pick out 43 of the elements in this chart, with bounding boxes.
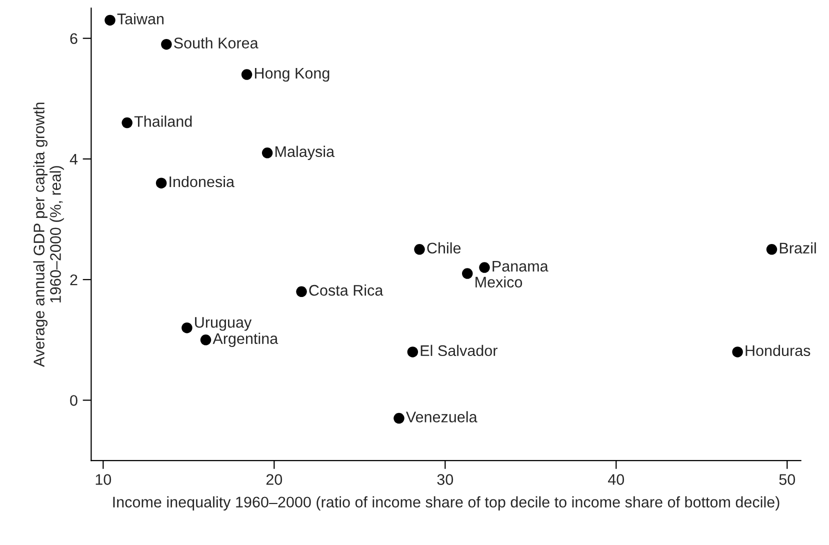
- point: [241, 69, 252, 80]
- annotation: South Korea: [174, 37, 258, 48]
- x-tick-label: 30: [437, 474, 454, 485]
- annotation: Argentina: [212, 332, 278, 348]
- point: [394, 412, 404, 424]
- point: [161, 38, 172, 50]
- annotation: Thailand: [134, 116, 192, 127]
- x-tick-label: 50: [779, 474, 796, 485]
- point: [262, 148, 273, 158]
- x-tick-label: 40: [608, 474, 624, 485]
- annotation: El Salvador: [420, 344, 498, 356]
- x-tick-label: 10: [96, 474, 112, 485]
- point: [104, 14, 116, 26]
- annotation: Brazil: [780, 242, 816, 254]
- annotation: Panama: [492, 260, 548, 272]
- point: [200, 334, 212, 346]
- annotation: Uruguay: [195, 317, 252, 331]
- annotation: Mexico: [476, 276, 522, 288]
- point: [462, 268, 473, 279]
- point: [414, 244, 425, 255]
- y-tick-label: 0: [70, 395, 78, 406]
- x-axis-title: Income inequality 1960–2000 (ratio of income share of top decile to income share of bottom decile): [113, 496, 780, 511]
- point: [732, 346, 743, 358]
- annotation: Malaysia: [276, 146, 335, 160]
- y-tick-label: 4: [70, 154, 78, 164]
- point: [479, 262, 490, 273]
- point: [122, 117, 132, 128]
- y-tick-label: 2: [70, 274, 78, 286]
- annotation: Hong Kong: [254, 68, 330, 82]
- annotation: Chile: [427, 242, 461, 254]
- annotation: Costa Rica: [309, 284, 384, 296]
- point: [407, 346, 418, 358]
- annotation: Venezuela: [406, 411, 478, 422]
- point: [182, 322, 192, 334]
- annotation: Taiwan: [117, 13, 164, 24]
- x-tick-label: 20: [266, 474, 282, 485]
- y-axis-title: Average annual GDP per capita growth 1960–2000 (%, real): [33, 102, 64, 367]
- point: [766, 244, 778, 255]
- annotation: Indonesia: [170, 176, 234, 188]
- point: [296, 286, 307, 298]
- point: [156, 178, 167, 188]
- annotation: Honduras: [746, 344, 810, 356]
- y-tick-label: 6: [70, 33, 78, 44]
